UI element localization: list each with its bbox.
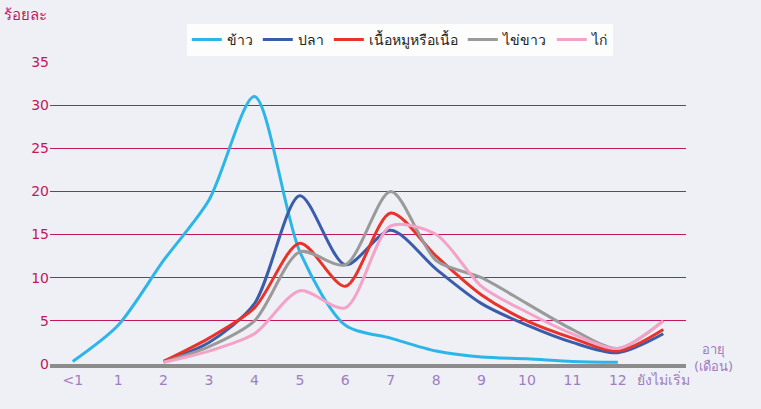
svg-text:3: 3: [205, 372, 214, 388]
svg-text:ยังไม่เริ่ม: ยังไม่เริ่ม: [637, 371, 690, 388]
svg-text:5: 5: [295, 372, 304, 388]
svg-text:7: 7: [386, 372, 395, 388]
svg-text:ปลา: ปลา: [298, 32, 324, 48]
svg-text:15: 15: [31, 226, 49, 242]
svg-text:6: 6: [341, 372, 350, 388]
svg-text:ไก่: ไก่: [591, 32, 607, 48]
svg-text:1: 1: [114, 372, 123, 388]
svg-text:ไข่ขาว: ไข่ขาว: [502, 32, 546, 48]
svg-text:9: 9: [477, 372, 486, 388]
svg-text:เนื้อหมูหรือเนื้อ: เนื้อหมูหรือเนื้อ: [369, 30, 458, 49]
svg-text:ข้าว: ข้าว: [227, 32, 253, 48]
svg-text:8: 8: [432, 372, 441, 388]
svg-text:<1: <1: [62, 372, 83, 388]
svg-text:ร้อยละ: ร้อยละ: [4, 6, 47, 24]
svg-text:5: 5: [40, 313, 49, 329]
svg-text:0: 0: [40, 356, 49, 372]
svg-text:35: 35: [31, 54, 49, 70]
svg-text:30: 30: [31, 97, 49, 113]
svg-text:25: 25: [31, 140, 49, 156]
svg-text:อายุ(เดือน): อายุ(เดือน): [694, 342, 733, 374]
svg-text:10: 10: [518, 372, 536, 388]
svg-text:20: 20: [31, 183, 49, 199]
svg-text:12: 12: [609, 372, 627, 388]
svg-text:11: 11: [564, 372, 582, 388]
svg-text:4: 4: [250, 372, 259, 388]
svg-text:10: 10: [31, 270, 49, 286]
svg-text:2: 2: [159, 372, 168, 388]
